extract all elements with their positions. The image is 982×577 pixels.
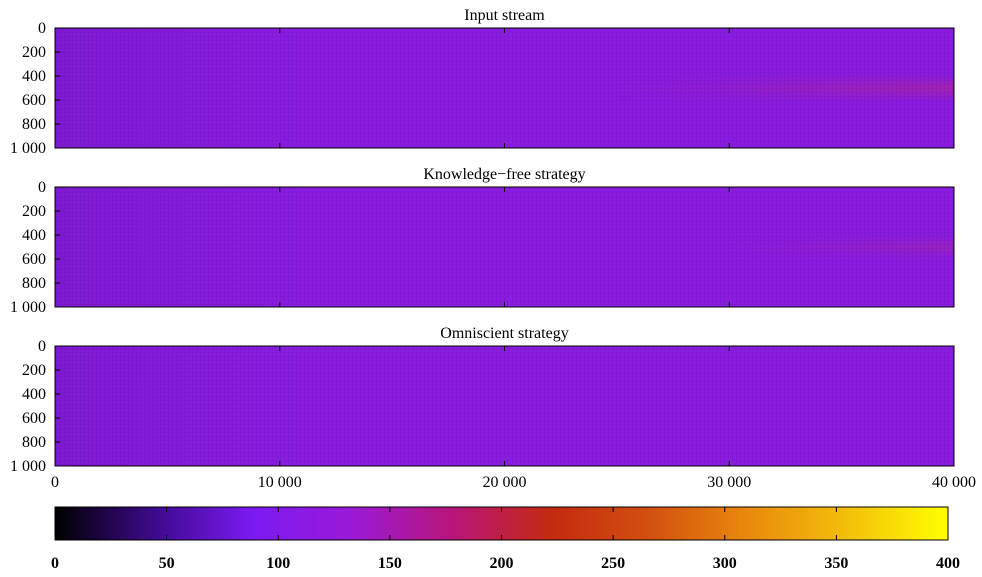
colorbar-tick-label: 200 bbox=[490, 555, 514, 572]
colorbar-tick-label: 150 bbox=[378, 555, 402, 572]
y-tick-label: 0 bbox=[38, 20, 46, 37]
y-tick-label: 200 bbox=[22, 362, 46, 379]
y-tick-label: 600 bbox=[22, 251, 46, 268]
panel-title: Omniscient strategy bbox=[440, 325, 568, 342]
colorbar-tick-label: 400 bbox=[936, 555, 960, 572]
panel-1: Input stream 0 200 400 600 800 1 000 bbox=[10, 7, 955, 157]
colorbar-tick-label: 100 bbox=[266, 555, 290, 572]
x-tick-label: 40 000 bbox=[932, 474, 976, 491]
y-tick-label: 200 bbox=[22, 44, 46, 61]
colorbar-tick-label: 350 bbox=[824, 555, 848, 572]
colorbar-tick-label: 250 bbox=[601, 555, 625, 572]
y-tick-label: 800 bbox=[22, 275, 46, 292]
x-tick-label: 10 000 bbox=[258, 474, 302, 491]
y-tick-label: 1 000 bbox=[10, 458, 46, 475]
y-tick-label: 400 bbox=[22, 68, 46, 85]
colorbar-gradient bbox=[54, 506, 949, 541]
x-tick-label: 30 000 bbox=[707, 474, 751, 491]
y-tick-label: 1 000 bbox=[10, 299, 46, 316]
y-tick-label: 800 bbox=[22, 434, 46, 451]
panel-2: Knowledge−free strategy 0 200 400 600 800 1 00… bbox=[10, 166, 955, 316]
x-axis: 0 10 000 20 000 30 000 40 000 bbox=[51, 474, 976, 491]
y-tick-label: 600 bbox=[22, 92, 46, 109]
y-tick-label: 200 bbox=[22, 203, 46, 220]
panel-title: Knowledge−free strategy bbox=[423, 166, 585, 183]
colorbar-tick-label: 0 bbox=[51, 555, 59, 572]
y-tick-label: 0 bbox=[38, 338, 46, 355]
heatmap-texture bbox=[55, 187, 954, 307]
panel-title: Input stream bbox=[464, 7, 545, 24]
y-tick-label: 1 000 bbox=[10, 140, 46, 157]
y-tick-label: 600 bbox=[22, 410, 46, 427]
y-tick-label: 400 bbox=[22, 227, 46, 244]
colorbar-tick-label: 300 bbox=[713, 555, 737, 572]
colorbar-tick-label: 50 bbox=[159, 555, 175, 572]
heatmap-texture bbox=[55, 346, 954, 466]
colorbar: 0 50 100 150 200 250 300 350 400 bbox=[51, 506, 960, 572]
y-tick-label: 800 bbox=[22, 116, 46, 133]
y-tick-label: 0 bbox=[38, 179, 46, 196]
y-tick-label: 400 bbox=[22, 386, 46, 403]
heatmap-texture bbox=[55, 28, 954, 148]
x-tick-label: 0 bbox=[51, 474, 59, 491]
panel-3: Omniscient strategy 0 200 400 600 800 1 000 bbox=[10, 325, 955, 475]
x-tick-label: 20 000 bbox=[483, 474, 527, 491]
